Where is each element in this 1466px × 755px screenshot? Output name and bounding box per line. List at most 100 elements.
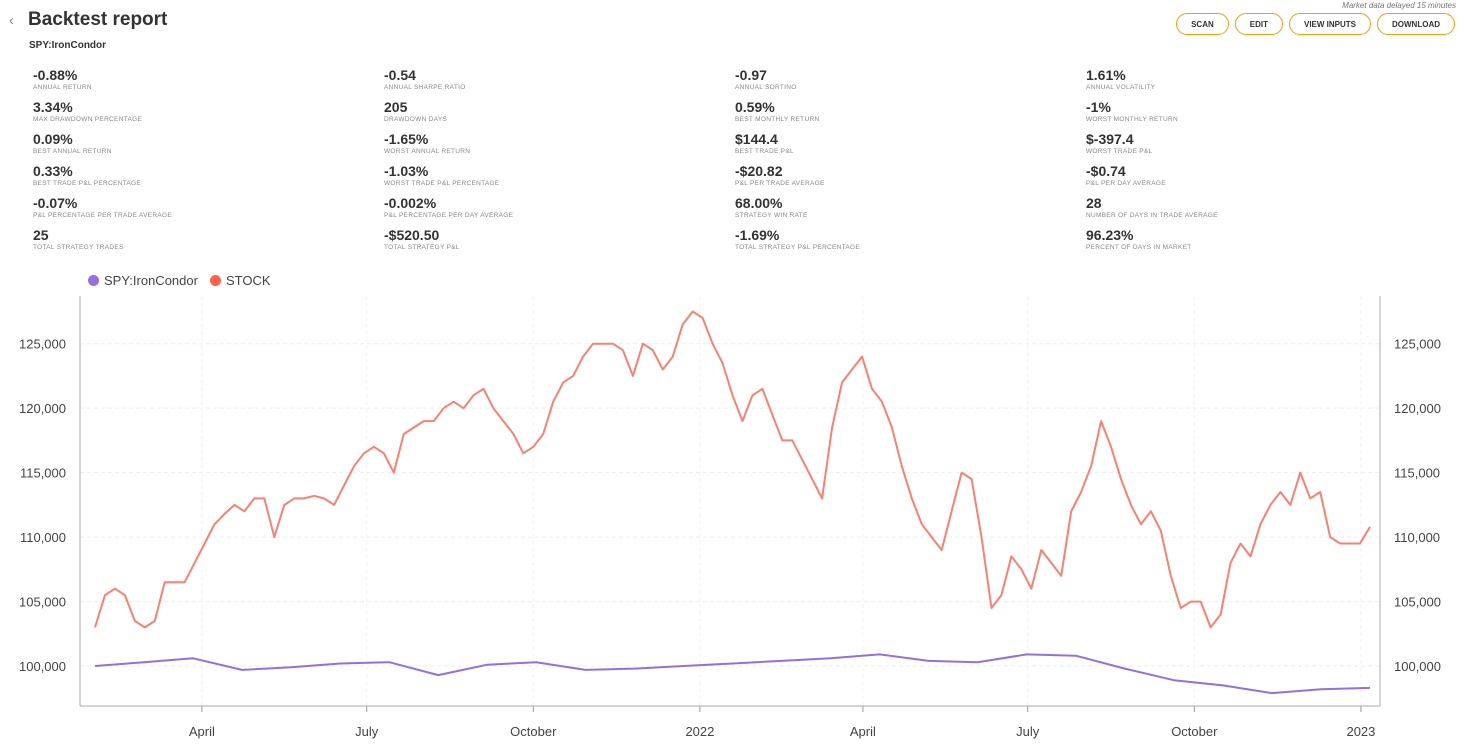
stat-value: 1.61% bbox=[1086, 67, 1126, 83]
page-title: Backtest report bbox=[28, 9, 168, 30]
y-tick-label-left: 120,000 bbox=[19, 401, 66, 416]
stat-item: -1% Worst monthly return bbox=[1086, 99, 1437, 130]
stat-item: -0.07% P&L percentage per trade average bbox=[33, 195, 384, 226]
market-delay-note: Market data delayed 15 minutes bbox=[1342, 1, 1456, 10]
y-tick-label-left: 125,000 bbox=[19, 337, 66, 352]
x-tick-label: October bbox=[1171, 724, 1218, 739]
stat-label: Total strategy P&L bbox=[384, 244, 460, 251]
stat-label: Best annual return bbox=[33, 148, 112, 155]
stat-value: $144.4 bbox=[735, 131, 778, 147]
stat-value: -0.97 bbox=[735, 67, 767, 83]
stat-item: 0.59% Best monthly return bbox=[735, 99, 1086, 130]
stat-label: Best monthly return bbox=[735, 116, 820, 123]
stat-label: Annual sortino bbox=[735, 84, 797, 91]
legend-dot-icon bbox=[209, 275, 221, 286]
back-chevron-icon[interactable]: ‹ bbox=[9, 12, 14, 29]
stat-item: 3.34% Max drawdown percentage bbox=[33, 99, 384, 130]
x-tick-label: April bbox=[850, 724, 876, 739]
stat-item: 96.23% Percent of days in market bbox=[1086, 227, 1437, 258]
y-tick-label-right: 105,000 bbox=[1394, 595, 1441, 610]
stat-label: P&L per day average bbox=[1086, 180, 1166, 187]
series-line-stock bbox=[94, 310, 1371, 629]
legend-label: STOCK bbox=[225, 273, 271, 288]
x-tick-label: April bbox=[189, 724, 215, 739]
stat-item: -1.69% Total strategy P&L percentage bbox=[735, 227, 1086, 258]
y-tick-label-right: 115,000 bbox=[1394, 466, 1440, 481]
x-tick-label: 2023 bbox=[1346, 724, 1375, 739]
strategy-name: SPY:IronCondor bbox=[29, 40, 107, 51]
stat-item: -0.54 Annual sharpe ratio bbox=[384, 67, 735, 98]
stat-item: -0.88% Annual return bbox=[33, 67, 384, 98]
series-line-spy-ironcondor bbox=[94, 653, 1371, 695]
stat-value: 25 bbox=[33, 227, 49, 243]
x-tick-label: 2022 bbox=[685, 724, 714, 739]
y-tick-label-left: 100,000 bbox=[19, 659, 66, 674]
stat-value: 0.33% bbox=[33, 163, 73, 179]
stat-label: Annual sharpe ratio bbox=[384, 84, 466, 91]
y-tick-label-right: 120,000 bbox=[1394, 401, 1441, 416]
x-tick-label: October bbox=[510, 724, 557, 739]
y-tick-label-left: 105,000 bbox=[19, 595, 66, 610]
stat-item: -1.03% Worst trade P&L percentage bbox=[384, 163, 735, 194]
y-tick-label-right: 110,000 bbox=[1394, 530, 1440, 545]
stat-item: 25 Total strategy trades bbox=[33, 227, 384, 258]
view-inputs-button[interactable]: VIEW INPUTS bbox=[1288, 13, 1371, 35]
stat-value: $-397.4 bbox=[1086, 131, 1134, 147]
stat-value: -1% bbox=[1086, 99, 1111, 115]
stat-value: -0.07% bbox=[33, 195, 78, 211]
stat-item: -$520.50 Total strategy P&L bbox=[384, 227, 735, 258]
stat-value: 28 bbox=[1086, 195, 1102, 211]
stat-item: 0.33% Best trade P&L percentage bbox=[33, 163, 384, 194]
y-tick-label-left: 115,000 bbox=[20, 466, 66, 481]
stat-value: -$20.82 bbox=[735, 163, 783, 179]
stat-value: 205 bbox=[384, 99, 408, 115]
stat-value: 0.59% bbox=[735, 99, 775, 115]
stat-label: Annual volatility bbox=[1086, 84, 1156, 91]
stat-label: Worst trade P&L percentage bbox=[384, 180, 500, 187]
stat-label: Percent of days in market bbox=[1086, 244, 1192, 251]
download-button[interactable]: DOWNLOAD bbox=[1377, 13, 1455, 35]
legend-item-spy-ironcondor[interactable]: SPY:IronCondor bbox=[88, 273, 198, 288]
stat-value: -0.002% bbox=[384, 195, 437, 211]
stat-label: Worst monthly return bbox=[1086, 116, 1178, 123]
stat-label: P&L per trade average bbox=[735, 180, 825, 187]
edit-button[interactable]: EDIT bbox=[1234, 13, 1283, 35]
stat-value: -0.88% bbox=[33, 67, 78, 83]
stat-value: -$0.74 bbox=[1086, 163, 1126, 179]
stat-item: $144.4 Best trade P&L bbox=[735, 131, 1086, 162]
stat-item: -$0.74 P&L per day average bbox=[1086, 163, 1437, 194]
stat-item: -0.97 Annual sortino bbox=[735, 67, 1086, 98]
stat-label: Number of days in trade average bbox=[1086, 212, 1218, 219]
stat-item: 205 Drawdown days bbox=[384, 99, 735, 130]
y-tick-label-right: 125,000 bbox=[1394, 337, 1441, 352]
stat-item: -1.65% Worst annual return bbox=[384, 131, 735, 162]
stat-value: -$520.50 bbox=[384, 227, 440, 243]
stat-item: -$20.82 P&L per trade average bbox=[735, 163, 1086, 194]
stat-label: Worst annual return bbox=[384, 148, 471, 155]
stat-label: Total strategy trades bbox=[33, 244, 124, 251]
legend-item-stock[interactable]: STOCK bbox=[209, 273, 271, 288]
stat-item: -0.002% P&L percentage per day average bbox=[384, 195, 735, 226]
stat-value: 68.00% bbox=[735, 195, 783, 211]
scan-button[interactable]: SCAN bbox=[1176, 13, 1229, 35]
stat-value: -1.03% bbox=[384, 163, 429, 179]
y-tick-label-left: 110,000 bbox=[20, 530, 66, 545]
stat-label: Total strategy P&L percentage bbox=[735, 244, 861, 251]
stat-value: -0.54 bbox=[384, 67, 416, 83]
x-tick-label: July bbox=[1016, 724, 1040, 739]
stat-item: 0.09% Best annual return bbox=[33, 131, 384, 162]
legend-dot-icon bbox=[88, 275, 99, 286]
chart-legend: SPY:IronCondor STOCK bbox=[88, 273, 271, 288]
stat-item: 1.61% Annual volatility bbox=[1086, 67, 1437, 98]
stat-label: P&L percentage per trade average bbox=[33, 212, 173, 219]
stat-label: Strategy win rate bbox=[735, 212, 808, 219]
stat-value: -1.69% bbox=[735, 227, 780, 243]
stat-item: 68.00% Strategy win rate bbox=[735, 195, 1086, 226]
stat-item: 28 Number of days in trade average bbox=[1086, 195, 1437, 226]
stat-label: Annual return bbox=[33, 84, 92, 91]
stat-value: -1.65% bbox=[384, 131, 429, 147]
stat-label: Best trade P&L bbox=[735, 148, 794, 155]
stat-label: Max drawdown percentage bbox=[33, 116, 143, 123]
stat-label: Drawdown days bbox=[384, 116, 448, 123]
stat-value: 3.34% bbox=[33, 99, 73, 115]
